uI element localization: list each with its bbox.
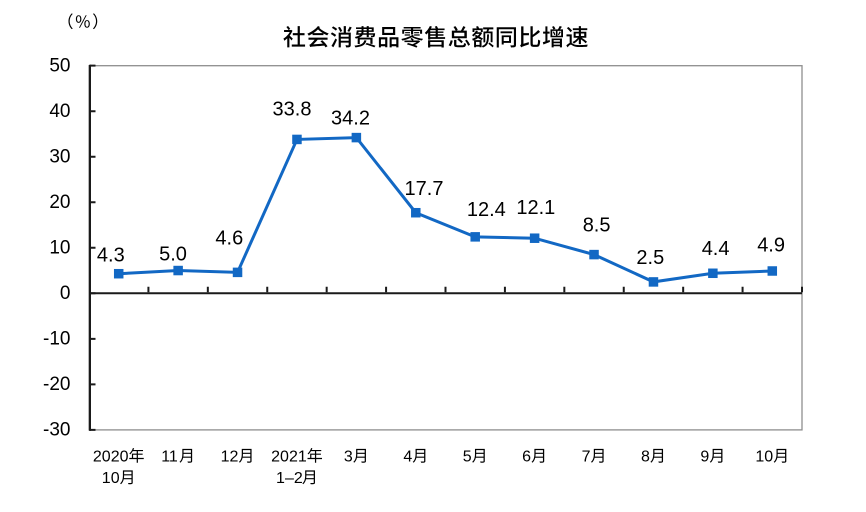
svg-text:8.5: 8.5 <box>583 215 611 237</box>
svg-text:5.0: 5.0 <box>159 244 187 266</box>
svg-text:50: 50 <box>49 56 70 77</box>
svg-text:7: 7 <box>582 449 591 466</box>
svg-text:4.4: 4.4 <box>702 238 730 260</box>
svg-text:1–2: 1–2 <box>276 470 303 487</box>
svg-text:40: 40 <box>49 101 70 122</box>
svg-text:5: 5 <box>463 449 472 466</box>
svg-text:12.1: 12.1 <box>516 197 555 219</box>
svg-text:34.2: 34.2 <box>331 108 370 130</box>
svg-text:10: 10 <box>755 449 773 466</box>
svg-text:2020: 2020 <box>93 449 129 466</box>
svg-text:2021: 2021 <box>271 449 307 466</box>
svg-text:30: 30 <box>49 147 70 168</box>
svg-text:-10: -10 <box>43 329 70 350</box>
svg-text:10: 10 <box>49 238 70 259</box>
svg-text:4.6: 4.6 <box>215 228 243 250</box>
svg-text:4: 4 <box>403 449 412 466</box>
svg-text:20: 20 <box>49 192 70 213</box>
svg-text:8: 8 <box>641 449 650 466</box>
svg-text:12.4: 12.4 <box>467 199 506 221</box>
svg-text:11: 11 <box>161 449 178 466</box>
svg-text:10: 10 <box>102 470 120 487</box>
svg-text:3: 3 <box>344 449 353 466</box>
svg-text:17.7: 17.7 <box>405 178 444 200</box>
svg-text:12: 12 <box>221 449 239 466</box>
svg-text:9: 9 <box>700 449 709 466</box>
svg-text:33.8: 33.8 <box>273 99 312 121</box>
svg-text:4.3: 4.3 <box>97 245 125 267</box>
svg-text:2.5: 2.5 <box>636 247 664 269</box>
svg-text:6: 6 <box>522 449 531 466</box>
svg-text:-30: -30 <box>43 420 70 441</box>
svg-text:4.9: 4.9 <box>757 235 785 257</box>
svg-text:0: 0 <box>60 283 71 304</box>
svg-text:-20: -20 <box>43 374 70 395</box>
